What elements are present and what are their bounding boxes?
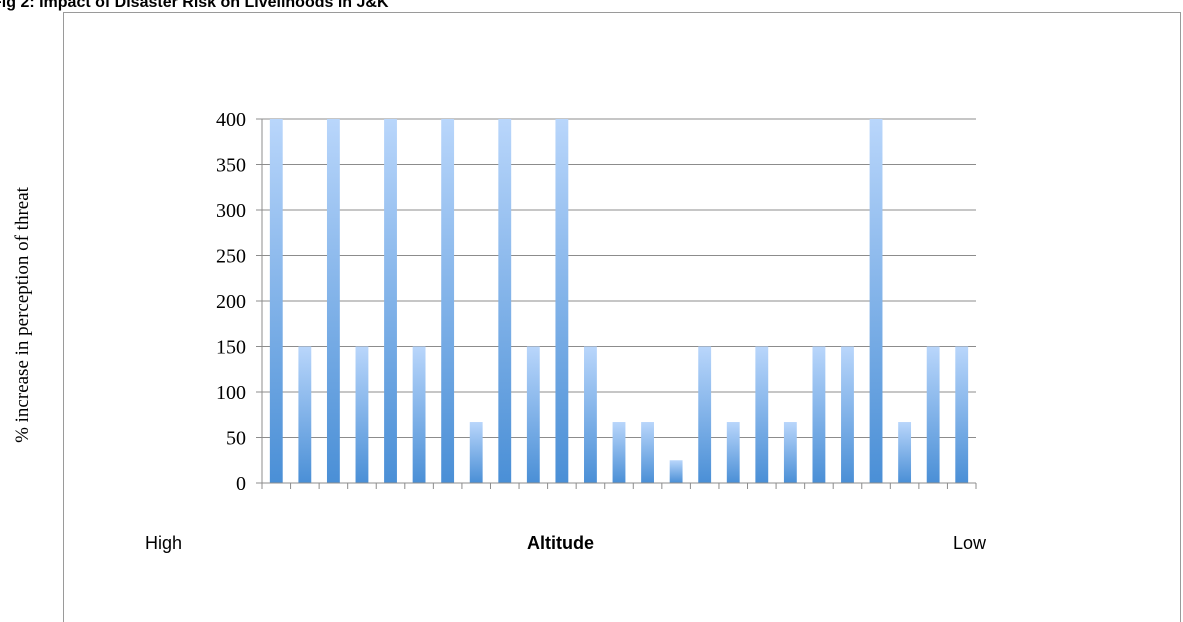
bar (755, 346, 769, 483)
y-tick-label: 200 (216, 291, 246, 313)
bar (384, 119, 397, 483)
y-tick-label: 0 (236, 473, 246, 495)
x-axis-end-left: High (145, 533, 182, 553)
x-axis-label: Altitude (527, 533, 594, 553)
bar (355, 346, 369, 483)
x-axis-end-right: Low (953, 533, 987, 553)
bar (441, 119, 455, 483)
chart-frame (63, 12, 1181, 622)
bar (326, 119, 340, 483)
y-tick-label: 100 (216, 382, 246, 404)
bar (526, 346, 540, 483)
y-tick-label: 350 (216, 155, 246, 177)
y-tick-label: 300 (216, 200, 246, 222)
bar (726, 422, 740, 483)
y-tick-label: 400 (216, 109, 246, 131)
bar (869, 119, 883, 483)
y-axis-label: % increase in perception of threat (12, 186, 33, 443)
bar (783, 422, 797, 483)
y-tick-label: 50 (226, 428, 246, 450)
bar (469, 422, 483, 483)
bar (584, 346, 597, 483)
bar (612, 422, 626, 483)
bar (412, 346, 426, 483)
figure-title: Fig 2: Impact of Disaster Risk on Liveli… (0, 0, 389, 11)
grid-lines (256, 118, 976, 484)
bar (812, 346, 826, 483)
bar (555, 119, 569, 483)
axes (261, 119, 977, 489)
bar (926, 346, 940, 483)
bar (669, 460, 683, 483)
y-tick-label: 150 (216, 337, 246, 359)
bar (269, 119, 283, 483)
bar (698, 346, 712, 483)
bar (955, 346, 969, 483)
bar (298, 346, 312, 483)
y-tick-label: 250 (216, 246, 246, 268)
y-tick-labels: 0 50 100 150 200 250 300 350 400 (216, 109, 246, 495)
bar (898, 422, 912, 483)
bar (841, 346, 854, 483)
bar (641, 422, 654, 483)
bar (498, 119, 512, 483)
bars (269, 119, 969, 483)
